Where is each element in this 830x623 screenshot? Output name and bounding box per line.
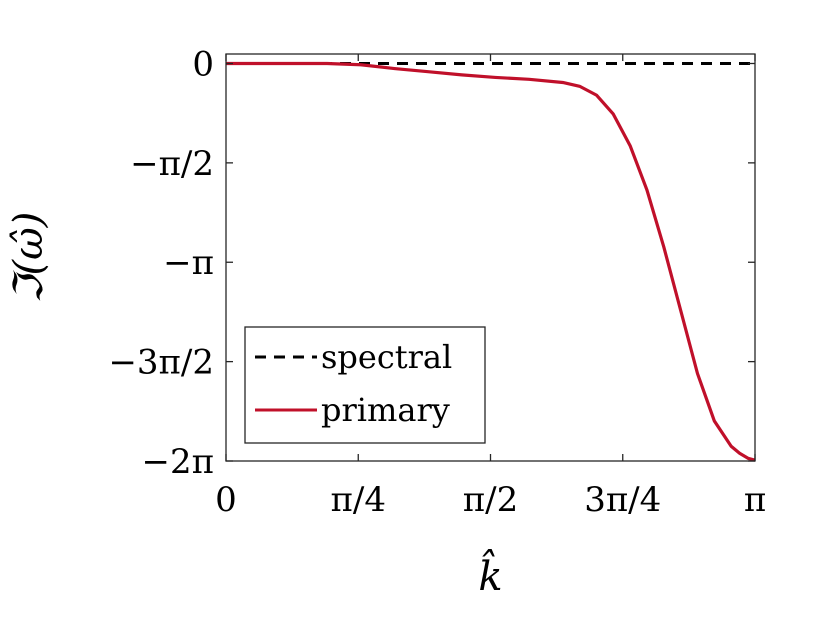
y-tick-label: −π bbox=[163, 243, 214, 283]
x-tick-label: π/2 bbox=[463, 480, 518, 520]
x-tick-label: 3π/4 bbox=[584, 480, 661, 520]
y-tick-label: −π/2 bbox=[130, 144, 214, 184]
series-line-primary bbox=[226, 61, 756, 462]
y-axis-label: ℑ(ω̂) bbox=[6, 212, 52, 304]
y-tick-label: −3π/2 bbox=[108, 343, 214, 383]
y-tick-label: −2π bbox=[142, 442, 214, 482]
legend-box bbox=[244, 326, 486, 444]
y-tick-label: 0 bbox=[192, 44, 214, 84]
x-tick-label: π/4 bbox=[331, 480, 386, 520]
x-axis-label: k̂ bbox=[478, 550, 502, 600]
x-tick-label: π bbox=[744, 480, 766, 520]
legend-label-primary: primary bbox=[321, 391, 450, 429]
legend-label-spectral: spectral bbox=[321, 338, 452, 376]
legend: spectral primary bbox=[244, 326, 486, 444]
x-tick-label: 0 bbox=[215, 480, 237, 520]
axes-layer: 0 π/4 π/2 3π/4 π 0 −π/2 −π −3π/2 −2π bbox=[108, 44, 766, 520]
plot-layer bbox=[226, 61, 756, 462]
